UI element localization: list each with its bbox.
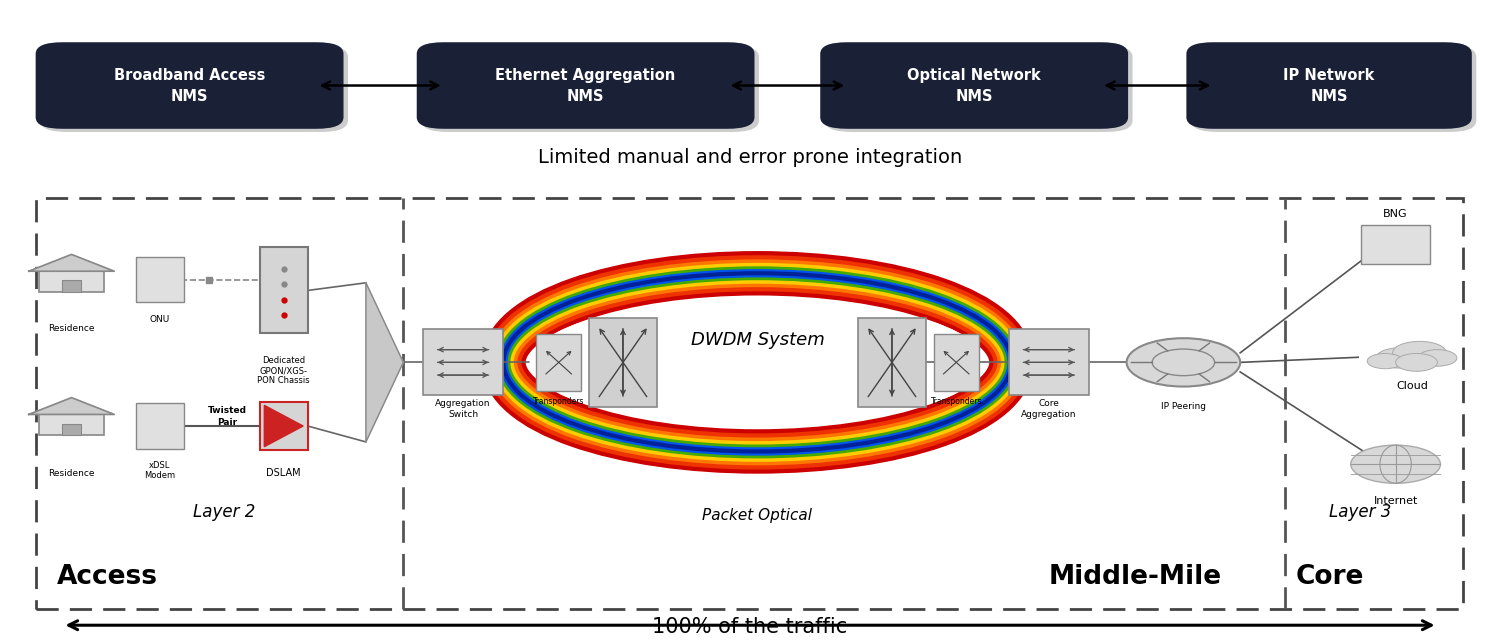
Circle shape xyxy=(1126,338,1240,386)
FancyBboxPatch shape xyxy=(821,42,1128,129)
Circle shape xyxy=(1395,354,1437,371)
FancyBboxPatch shape xyxy=(1191,46,1476,132)
FancyBboxPatch shape xyxy=(588,318,657,406)
Polygon shape xyxy=(28,397,114,415)
FancyBboxPatch shape xyxy=(423,329,504,395)
Text: Broadband Access
NMS: Broadband Access NMS xyxy=(114,67,266,103)
FancyBboxPatch shape xyxy=(40,46,348,132)
FancyBboxPatch shape xyxy=(934,334,978,391)
Bar xyxy=(260,247,308,333)
Text: Cloud: Cloud xyxy=(1396,381,1428,392)
Polygon shape xyxy=(366,283,404,442)
FancyBboxPatch shape xyxy=(1008,329,1089,395)
Circle shape xyxy=(1392,342,1446,364)
Text: Pair: Pair xyxy=(217,419,237,428)
Text: Internet: Internet xyxy=(1374,496,1417,506)
Text: ONU: ONU xyxy=(150,315,170,324)
FancyBboxPatch shape xyxy=(36,42,344,129)
Text: Core: Core xyxy=(1296,564,1364,589)
Text: 100% of the traffic: 100% of the traffic xyxy=(652,617,847,637)
Text: Layer 2: Layer 2 xyxy=(194,503,255,521)
Bar xyxy=(36,198,1462,609)
FancyBboxPatch shape xyxy=(825,46,1132,132)
Text: IP Peering: IP Peering xyxy=(1161,403,1206,412)
Text: DSLAM: DSLAM xyxy=(267,468,302,478)
Bar xyxy=(39,415,105,435)
Text: Limited manual and error prone integration: Limited manual and error prone integrati… xyxy=(538,148,962,167)
Text: Access: Access xyxy=(57,564,158,589)
Text: Ethernet Aggregation
NMS: Ethernet Aggregation NMS xyxy=(495,67,675,103)
FancyBboxPatch shape xyxy=(1186,42,1472,129)
Circle shape xyxy=(1376,348,1423,368)
FancyBboxPatch shape xyxy=(858,318,927,406)
FancyBboxPatch shape xyxy=(417,42,754,129)
Text: Twisted: Twisted xyxy=(207,406,246,415)
Polygon shape xyxy=(264,405,303,447)
Text: Aggregation
Switch: Aggregation Switch xyxy=(435,399,490,419)
Text: Transponders: Transponders xyxy=(930,397,982,406)
FancyBboxPatch shape xyxy=(1360,225,1430,264)
Text: DWDM System: DWDM System xyxy=(690,331,825,349)
Text: BNG: BNG xyxy=(1383,209,1408,219)
Bar xyxy=(63,281,81,292)
FancyBboxPatch shape xyxy=(136,403,183,449)
Text: Residence: Residence xyxy=(48,469,94,478)
Text: Dedicated
GPON/XGS-
PON Chassis: Dedicated GPON/XGS- PON Chassis xyxy=(258,356,310,385)
FancyBboxPatch shape xyxy=(422,46,759,132)
Circle shape xyxy=(1418,350,1456,366)
Text: xDSL
Modem: xDSL Modem xyxy=(144,461,176,480)
Text: Layer 3: Layer 3 xyxy=(1329,503,1390,521)
Ellipse shape xyxy=(530,299,986,426)
Bar xyxy=(63,424,81,435)
Text: Core
Aggregation: Core Aggregation xyxy=(1022,399,1077,419)
Circle shape xyxy=(1352,445,1440,483)
Text: Packet Optical: Packet Optical xyxy=(702,508,813,523)
Text: Optical Network
NMS: Optical Network NMS xyxy=(908,67,1041,103)
Bar xyxy=(260,402,308,450)
Text: Middle-Mile: Middle-Mile xyxy=(1048,564,1222,589)
Text: IP Network
NMS: IP Network NMS xyxy=(1284,67,1376,103)
Text: Residence: Residence xyxy=(48,324,94,333)
FancyBboxPatch shape xyxy=(136,257,183,302)
Polygon shape xyxy=(28,254,114,271)
Bar xyxy=(39,271,105,292)
Text: Transponders: Transponders xyxy=(532,397,585,406)
FancyBboxPatch shape xyxy=(537,334,580,391)
Circle shape xyxy=(1366,354,1402,369)
